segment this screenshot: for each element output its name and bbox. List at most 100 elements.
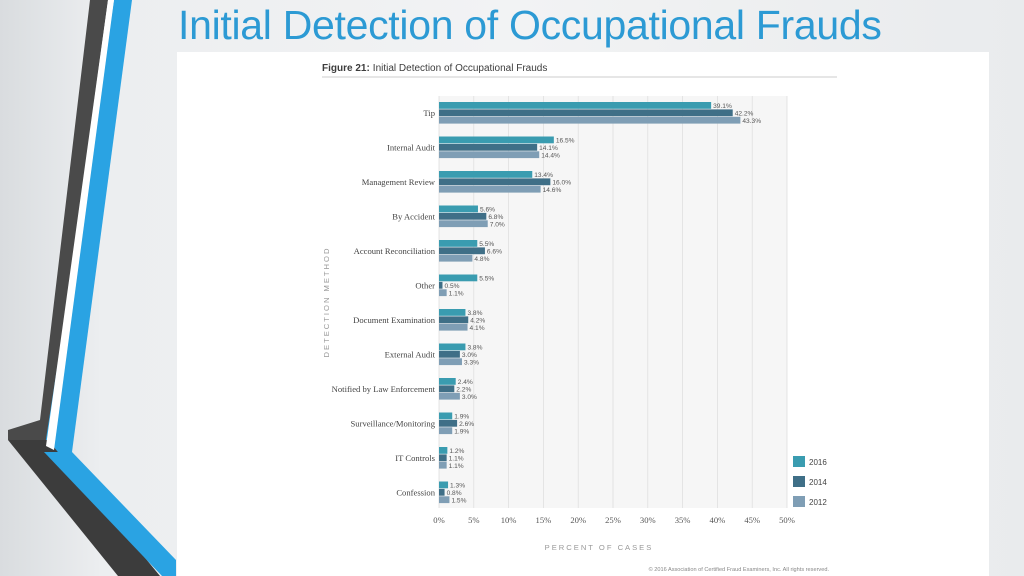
y-axis-title: DETECTION METHOD bbox=[322, 247, 331, 358]
dark-lower-stripe bbox=[8, 440, 160, 576]
category-label: By Accident bbox=[392, 212, 435, 222]
bars: 39.1%42.2%43.3% 16.5%14.1%14.4% 13.4%16.0%… bbox=[439, 102, 761, 504]
bar-2014 bbox=[439, 350, 460, 358]
bar-2016 bbox=[439, 205, 478, 213]
x-tick-label: 30% bbox=[640, 515, 656, 525]
category-label: IT Controls bbox=[395, 453, 435, 463]
bar-2014 bbox=[439, 178, 551, 186]
value-label: 0.8% bbox=[447, 490, 462, 497]
bar-2012 bbox=[439, 220, 488, 228]
bar-2012 bbox=[439, 358, 462, 366]
bar-2016 bbox=[439, 481, 449, 489]
bar-2012 bbox=[439, 116, 741, 124]
bar-2016 bbox=[439, 343, 466, 351]
bar-2014 bbox=[439, 143, 538, 151]
bar-2012 bbox=[439, 289, 447, 297]
value-label: 43.3% bbox=[742, 118, 761, 125]
bar-2014 bbox=[439, 316, 469, 324]
value-label: 39.1% bbox=[713, 103, 732, 110]
value-label: 14.1% bbox=[539, 145, 558, 152]
bar-chart: Figure 21: Initial Detection of Occupatio… bbox=[322, 63, 837, 573]
bar-2016 bbox=[439, 412, 453, 420]
category-label: Surveillance/Monitoring bbox=[351, 419, 436, 429]
figure-panel: Figure 21: Initial Detection of Occupatio… bbox=[177, 52, 989, 576]
grid-lines bbox=[438, 96, 788, 508]
legend-label: 2016 bbox=[809, 458, 827, 467]
x-tick-label: 15% bbox=[536, 515, 552, 525]
x-tick-label: 5% bbox=[468, 515, 479, 525]
bar-2012 bbox=[439, 185, 541, 193]
blue-lower-stripe bbox=[44, 452, 176, 576]
bar-2012 bbox=[439, 496, 450, 504]
value-label: 2.2% bbox=[456, 386, 471, 393]
category-label: Document Examination bbox=[353, 315, 436, 325]
copyright-notice: © 2016 Association of Certified Fraud Ex… bbox=[649, 566, 830, 573]
x-tick-label: 0% bbox=[433, 515, 444, 525]
x-tick-label: 45% bbox=[744, 515, 760, 525]
value-label: 1.5% bbox=[451, 497, 466, 504]
bar-2012 bbox=[439, 427, 453, 435]
bar-2014 bbox=[439, 212, 487, 220]
value-label: 2.6% bbox=[459, 421, 474, 428]
value-label: 3.8% bbox=[467, 310, 482, 317]
x-tick-label: 25% bbox=[605, 515, 621, 525]
value-label: 1.2% bbox=[449, 448, 464, 455]
value-label: 1.9% bbox=[454, 428, 469, 435]
bar-2016 bbox=[439, 274, 478, 282]
category-label: Tip bbox=[423, 108, 435, 118]
category-label: Confession bbox=[396, 488, 435, 498]
legend: 2016 2014 2012 bbox=[793, 456, 827, 507]
bar-2014 bbox=[439, 454, 447, 462]
figure-label: Figure 21: bbox=[322, 63, 370, 74]
category-label: External Audit bbox=[385, 350, 436, 360]
category-labels: Tip Internal Audit Management Review By Acc… bbox=[332, 108, 436, 498]
x-tick-label: 20% bbox=[570, 515, 586, 525]
bar-2016 bbox=[439, 447, 448, 454]
value-label: 7.0% bbox=[490, 221, 505, 228]
legend-swatch-2012 bbox=[793, 496, 805, 507]
x-axis-title: PERCENT OF CASES bbox=[545, 543, 654, 552]
bar-2014 bbox=[439, 281, 443, 289]
value-label: 1.3% bbox=[450, 483, 465, 490]
value-label: 6.8% bbox=[488, 214, 503, 221]
bar-2014 bbox=[439, 488, 445, 496]
bar-2016 bbox=[439, 102, 712, 109]
category-label: Notified by Law Enforcement bbox=[332, 384, 436, 394]
value-label: 1.1% bbox=[449, 455, 464, 462]
value-label: 13.4% bbox=[534, 172, 553, 179]
legend-label: 2014 bbox=[809, 478, 827, 487]
bar-2014 bbox=[439, 419, 458, 427]
value-label: 14.4% bbox=[541, 152, 560, 159]
value-label: 4.1% bbox=[470, 325, 485, 332]
bar-2016 bbox=[439, 171, 533, 178]
bar-2014 bbox=[439, 109, 733, 117]
x-tick-label: 40% bbox=[710, 515, 726, 525]
category-label: Management Review bbox=[362, 177, 436, 187]
dark-stripe bbox=[8, 0, 108, 440]
bar-2012 bbox=[439, 392, 460, 400]
bar-2012 bbox=[439, 461, 447, 469]
bar-2016 bbox=[439, 136, 554, 144]
bar-2016 bbox=[439, 309, 466, 316]
value-label: 6.6% bbox=[487, 248, 502, 255]
bar-2016 bbox=[439, 378, 456, 385]
value-label: 3.3% bbox=[464, 359, 479, 366]
value-label: 0.5% bbox=[444, 283, 459, 290]
x-tick-label: 10% bbox=[501, 515, 517, 525]
bar-2012 bbox=[439, 151, 540, 159]
value-label: 2.4% bbox=[458, 379, 473, 386]
value-label: 16.5% bbox=[556, 138, 575, 145]
figure-title: Initial Detection of Occupational Frauds bbox=[373, 63, 548, 74]
decorative-stripes bbox=[8, 0, 176, 576]
value-label: 5.5% bbox=[479, 276, 494, 283]
value-label: 5.5% bbox=[479, 241, 494, 248]
figure-heading: Figure 21: Initial Detection of Occupatio… bbox=[322, 63, 547, 74]
value-label: 1.1% bbox=[449, 290, 464, 297]
value-label: 1.1% bbox=[449, 463, 464, 470]
value-label: 1.9% bbox=[454, 414, 469, 421]
legend-label: 2012 bbox=[809, 498, 827, 507]
bar-2014 bbox=[439, 247, 485, 255]
legend-swatch-2014 bbox=[793, 476, 805, 487]
legend-swatch-2016 bbox=[793, 456, 805, 467]
x-tick-label: 50% bbox=[779, 515, 795, 525]
